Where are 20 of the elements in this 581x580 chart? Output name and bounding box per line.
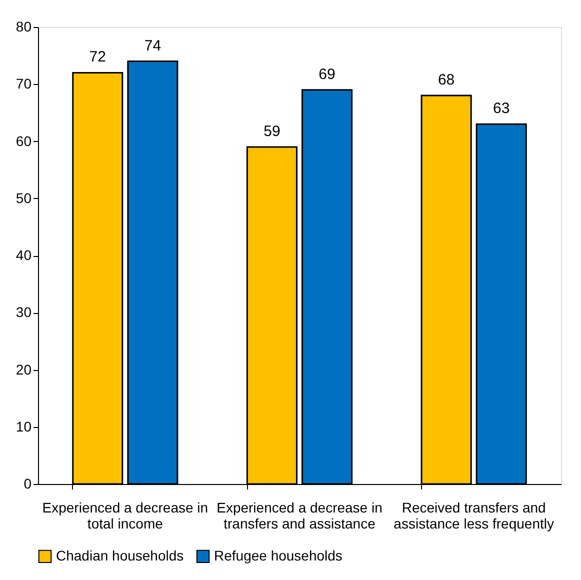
y-tick-label: 10 xyxy=(16,418,32,434)
y-tick-label: 0 xyxy=(24,476,32,492)
y-tick-label: 20 xyxy=(16,361,32,378)
legend-label: Chadian households xyxy=(56,547,184,564)
y-tick-label: 60 xyxy=(16,132,32,149)
data-label: 74 xyxy=(144,37,162,54)
x-tick-label: Experienced a decrease in transfers and assistance xyxy=(216,500,382,532)
data-label: 68 xyxy=(438,72,455,89)
legend-label: Refugee households xyxy=(214,547,342,564)
data-label: 63 xyxy=(493,100,510,118)
x-tick-label: Received transfers and assistance less frequently xyxy=(394,500,554,532)
data-label: 69 xyxy=(318,66,336,83)
data-label: 72 xyxy=(89,48,106,66)
y-tick-label: 80 xyxy=(16,18,32,34)
y-tick-label: 50 xyxy=(16,190,32,206)
data-label: 59 xyxy=(264,122,280,140)
y-tick-label: 40 xyxy=(16,247,32,263)
x-tick-label: Experienced a decrease in total income xyxy=(42,500,208,532)
y-tick-label: 70 xyxy=(16,76,32,92)
y-tick-label: 30 xyxy=(16,304,32,320)
